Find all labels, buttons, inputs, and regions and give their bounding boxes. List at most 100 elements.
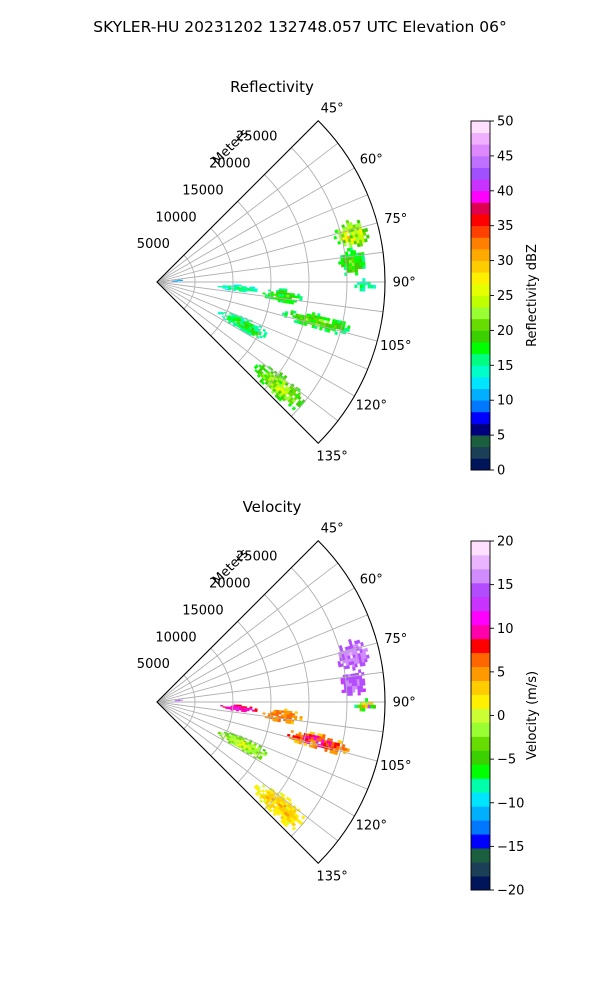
- reflectivity-echo-gate: [373, 285, 376, 289]
- velocity-echo-gate: [371, 705, 374, 708]
- velocity-echo-gate: [349, 680, 352, 683]
- velocity-colorbar-swatch: [471, 778, 490, 792]
- reflectivity-colorbar-swatch: [471, 237, 490, 249]
- reflectivity-echo-gate: [263, 329, 266, 332]
- velocity-echo-gate: [247, 709, 250, 711]
- velocity-colorbar-swatch: [471, 625, 490, 639]
- reflectivity-echo-gate: [366, 235, 369, 239]
- reflectivity-echo-cell: [338, 248, 365, 276]
- reflectivity-colorbar-swatch: [471, 389, 490, 401]
- reflectivity-echo-gate: [362, 288, 365, 291]
- reflectivity-azimuth-tick-label: 90°: [393, 276, 416, 291]
- reflectivity-echo-gate: [327, 329, 330, 332]
- reflectivity-echo-gate: [334, 236, 337, 239]
- reflectivity-colorbar-swatch: [471, 272, 490, 284]
- velocity-azimuth-spoke: [157, 643, 377, 702]
- velocity-echo-gate: [292, 827, 296, 831]
- velocity-echo-gate: [287, 734, 290, 737]
- velocity-echo-gate: [275, 720, 278, 722]
- reflectivity-echo-gate: [297, 296, 300, 299]
- velocity-echo-cell: [355, 698, 376, 711]
- velocity-echo-gate: [352, 686, 355, 689]
- reflectivity-echo-gate: [228, 289, 231, 290]
- velocity-echo-gate: [299, 742, 302, 745]
- reflectivity-echo-gate: [247, 289, 250, 291]
- velocity-colorbar-swatch: [471, 611, 490, 625]
- reflectivity-panel-title: Reflectivity: [230, 78, 314, 96]
- velocity-echo-gate: [273, 714, 276, 716]
- reflectivity-echo-gate: [355, 266, 358, 269]
- velocity-colorbar-tick-label: 0: [497, 709, 505, 724]
- reflectivity-echo-gate: [349, 260, 352, 263]
- reflectivity-colorbar-swatch: [471, 168, 490, 180]
- reflectivity-echo-gate: [352, 260, 355, 263]
- velocity-colorbar-tick-label: −20: [497, 884, 524, 899]
- velocity-colorbar-swatch: [471, 764, 490, 778]
- velocity-echo-gate: [362, 679, 365, 683]
- reflectivity-azimuth-spoke: [157, 282, 354, 396]
- velocity-echo-gate: [346, 678, 349, 681]
- reflectivity-range-tick-label: 5000: [137, 237, 170, 252]
- velocity-echo-gate: [278, 720, 281, 722]
- velocity-echo-gate: [233, 708, 236, 710]
- velocity-colorbar-swatch: [471, 681, 490, 695]
- reflectivity-colorbar-swatch: [471, 133, 490, 145]
- reflectivity-colorbar-label: Reflectivity dBZ: [525, 244, 540, 347]
- reflectivity-echo-gate: [357, 266, 360, 269]
- velocity-echo-gate: [292, 713, 295, 715]
- reflectivity-echo-gate: [282, 291, 285, 293]
- reflectivity-echo-gate: [360, 285, 363, 288]
- velocity-echo-gate: [346, 748, 349, 752]
- reflectivity-range-tick-label: 15000: [182, 183, 223, 198]
- reflectivity-echo-gate: [347, 270, 350, 273]
- reflectivity-echo-gate: [225, 289, 228, 290]
- velocity-echo-gate: [286, 721, 289, 724]
- velocity-echo-gate: [357, 705, 360, 708]
- reflectivity-azimuth-spoke: [157, 282, 377, 341]
- reflectivity-panel: Reflectivity 500010000150002000025000Met…: [137, 78, 540, 479]
- velocity-echo-gate: [279, 712, 282, 714]
- reflectivity-range-tick-label: 10000: [155, 210, 196, 225]
- velocity-echo-gate: [263, 749, 266, 752]
- reflectivity-echo-gate: [252, 290, 255, 292]
- reflectivity-colorbar-tick-label: 0: [497, 464, 505, 479]
- velocity-echo-gate: [358, 669, 361, 673]
- velocity-echo-gate: [373, 705, 376, 709]
- reflectivity-echo-gate: [284, 291, 287, 293]
- velocity-echo-gate: [347, 687, 350, 690]
- reflectivity-echo-gate: [349, 263, 352, 266]
- reflectivity-echo-cell: [355, 278, 376, 291]
- reflectivity-echo-gate: [360, 243, 363, 247]
- velocity-echo-gate: [349, 683, 352, 686]
- velocity-range-tick-label: 10000: [155, 630, 196, 645]
- velocity-echo-gate: [292, 716, 295, 718]
- velocity-colorbar-tick-label: −5: [497, 753, 516, 768]
- reflectivity-echo-gate: [178, 281, 181, 282]
- reflectivity-echo-gate: [338, 261, 341, 264]
- reflectivity-colorbar-swatch: [471, 202, 490, 214]
- velocity-echo-gate: [301, 815, 305, 819]
- reflectivity-colorbar-swatch: [471, 296, 490, 308]
- velocity-echo-gate: [335, 752, 338, 756]
- reflectivity-colorbar-swatch: [471, 330, 490, 342]
- reflectivity-echo-gate: [355, 285, 358, 288]
- reflectivity-echo-gate: [359, 259, 362, 263]
- reflectivity-echo-gate: [280, 300, 283, 302]
- reflectivity-colorbar-swatch: [471, 226, 490, 238]
- reflectivity-colorbar-swatch: [471, 191, 490, 203]
- velocity-colorbar-swatch: [471, 820, 490, 834]
- reflectivity-echo-gate: [288, 301, 291, 304]
- reflectivity-echo-gate: [279, 292, 282, 294]
- reflectivity-echo-gate: [290, 312, 293, 315]
- velocity-colorbar-tick-label: −10: [497, 796, 524, 811]
- reflectivity-echo-gate: [244, 291, 247, 293]
- reflectivity-echo-gate: [286, 301, 289, 304]
- velocity-echo-gate: [263, 713, 266, 715]
- velocity-echo-layer: [175, 639, 376, 830]
- velocity-echo-gate: [360, 708, 363, 711]
- velocity-echo-gate: [252, 710, 255, 712]
- reflectivity-colorbar-swatch: [471, 249, 490, 261]
- velocity-echo-gate: [347, 665, 350, 669]
- reflectivity-echo-gate: [360, 266, 363, 269]
